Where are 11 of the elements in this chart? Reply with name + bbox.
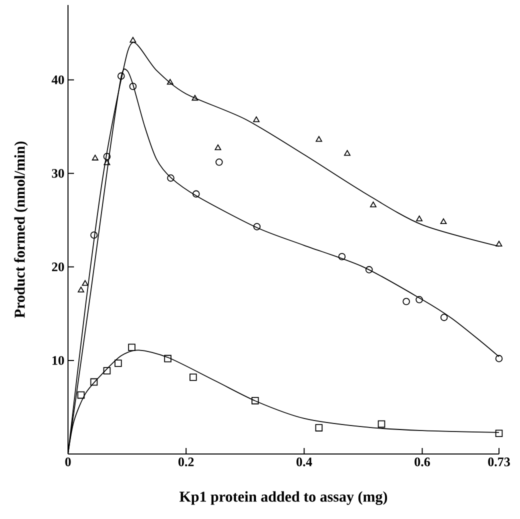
y-tick-label: 40 [52, 75, 64, 84]
y-tick-label: 30 [52, 168, 64, 178]
x-tick-label: 0.4 [296, 458, 312, 466]
x-tick-label: 0.2 [178, 458, 194, 466]
x-tick-label: 0.6 [414, 458, 430, 466]
x-tick-label: 0 [65, 458, 71, 466]
y-axis-title: Product formed (nmol/min) [14, 142, 28, 318]
y-tick-label: 10 [52, 356, 64, 365]
x-tick-label: 0.73 [488, 458, 510, 466]
x-axis-title: Kp1 protein added to assay (mg) [180, 491, 388, 505]
y-tick-label: 20 [52, 262, 64, 272]
